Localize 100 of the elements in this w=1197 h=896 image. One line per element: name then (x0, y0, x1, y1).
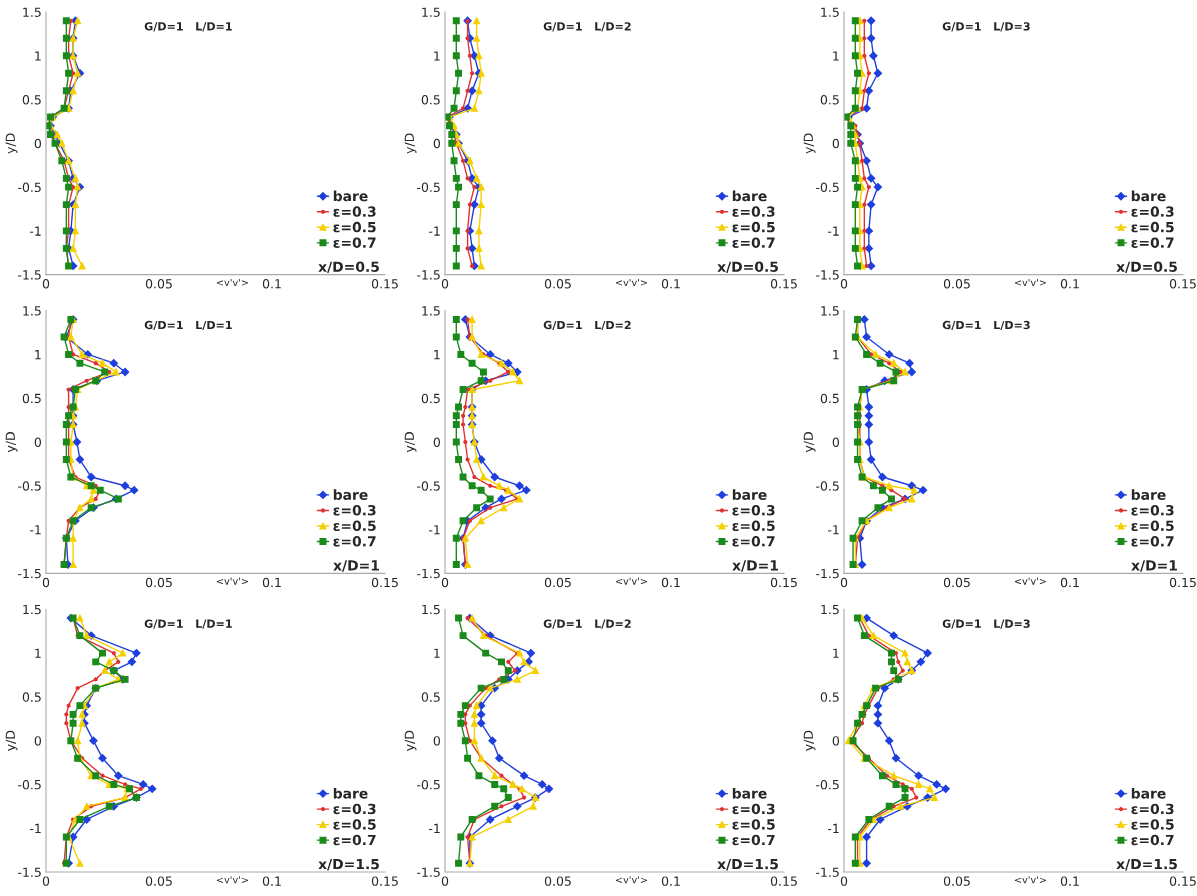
x-tick-label: 0 (42, 577, 50, 588)
legend-label: ε=0.7 (333, 834, 376, 846)
y-tick-label: 1.5 (422, 306, 440, 316)
y-tick-label: -1 (29, 823, 41, 833)
x-tick-label: 0 (441, 577, 449, 588)
x-axis-title: <v'v'> (615, 876, 647, 884)
text: G/D=1 L/D=2 (543, 619, 631, 629)
y-tick-label: -1 (428, 823, 440, 833)
y-tick-label: -1.5 (417, 867, 440, 877)
annotation: x/D=1.5 (318, 858, 379, 871)
y-tick-label: 0.5 (820, 95, 839, 105)
y-tick-label: 0 (832, 437, 839, 447)
legend-label: ε=0.5 (1131, 819, 1174, 830)
legend-label: ε=0.3 (1131, 504, 1174, 516)
legend-label: ε=0.7 (732, 536, 775, 547)
x-tick-label: 0.1 (1060, 577, 1079, 588)
text: G/D=1 L/D=1 (144, 22, 232, 32)
y-tick-label: 1.5 (821, 306, 839, 316)
legend-label: ε=0.5 (1131, 520, 1174, 532)
x-tick-label: 0.15 (770, 876, 797, 886)
x-tick-label: 0.05 (943, 876, 970, 886)
legend-label: bare (1131, 787, 1166, 799)
y-axis-title: y/D (803, 133, 816, 154)
legend-label: ε=0.3 (1131, 206, 1174, 217)
y-tick-label: -0.5 (417, 182, 440, 193)
y-axis-title: y/D (803, 432, 816, 453)
legend-label: bare (1131, 489, 1166, 500)
y-tick-label: 1.5 (23, 604, 41, 615)
y-tick-label: -1 (827, 525, 839, 535)
y-tick-label: -1 (428, 525, 440, 535)
y-tick-label: -1.5 (417, 568, 440, 579)
y-tick-label: -1.5 (18, 270, 41, 280)
text: G/D=1 L/D=1 (144, 619, 232, 629)
legend-label: bare (333, 489, 368, 500)
annotation: x/D=1 (1131, 560, 1177, 572)
x-axis-title: <v'v'> (216, 278, 248, 286)
y-tick-label: -1.5 (816, 568, 839, 579)
y-tick-label: -0.5 (18, 481, 41, 491)
annotation: x/D=0.5 (318, 261, 379, 274)
y-axis-title: y/D (5, 432, 18, 453)
x-tick-label: 0.05 (145, 279, 172, 289)
y-tick-label: 1 (833, 648, 839, 658)
y-tick-label: 1 (434, 51, 440, 61)
legend-label: ε=0.5 (333, 221, 376, 233)
legend-label: ε=0.5 (333, 520, 376, 532)
y-tick-label: -1.5 (18, 867, 41, 877)
annotation: x/D=0.5 (1116, 261, 1177, 274)
legend-label: ε=0.5 (333, 819, 376, 830)
y-tick-label: -1.5 (18, 568, 41, 579)
x-axis-title: <v'v'> (615, 278, 647, 286)
y-tick-label: 0.5 (22, 393, 41, 404)
legend-label: ε=0.3 (732, 504, 775, 516)
y-tick-label: 1.5 (23, 306, 41, 316)
y-tick-label: 1 (35, 51, 41, 61)
y-tick-label: -1 (29, 226, 41, 236)
x-axis-title: <v'v'> (1014, 278, 1046, 286)
y-tick-label: -0.5 (18, 182, 41, 193)
y-tick-label: 0 (34, 138, 41, 149)
y-tick-label: -1.5 (417, 270, 440, 280)
y-axis-title: y/D (5, 133, 18, 154)
y-tick-label: -1 (428, 226, 440, 236)
annotation: x/D=1 (333, 560, 379, 572)
y-tick-label: -0.5 (816, 182, 839, 193)
legend-label: ε=0.5 (732, 819, 775, 830)
x-tick-label: 0.1 (262, 577, 281, 588)
y-tick-label: 1.5 (422, 7, 440, 17)
y-tick-label: 1 (833, 51, 839, 61)
legend-label: ε=0.5 (732, 221, 775, 233)
annotation: x/D=1.5 (717, 858, 778, 871)
y-tick-label: 0 (832, 736, 839, 746)
x-tick-label: 0.05 (145, 876, 172, 886)
y-tick-label: 1 (35, 648, 41, 658)
x-tick-label: 0.15 (371, 279, 398, 289)
y-tick-label: 0.5 (22, 692, 41, 702)
x-tick-label: 0.05 (145, 577, 172, 588)
y-tick-label: 1 (434, 350, 440, 360)
x-tick-label: 0.15 (770, 279, 797, 289)
annotation: x/D=1 (732, 560, 778, 572)
x-tick-label: 0.1 (661, 876, 680, 886)
y-tick-label: 0.5 (421, 393, 440, 404)
x-tick-label: 0.05 (544, 279, 571, 289)
x-tick-label: 0 (441, 876, 449, 886)
x-tick-label: 0.05 (943, 279, 970, 289)
y-axis-title: y/D (404, 432, 417, 453)
text: G/D=1 L/D=2 (543, 320, 631, 331)
legend-label: ε=0.3 (732, 206, 775, 217)
y-tick-label: 1.5 (821, 604, 839, 615)
x-tick-label: 0 (840, 876, 848, 886)
legend-label: ε=0.3 (333, 803, 376, 815)
y-tick-label: 1 (833, 350, 839, 360)
y-tick-label: 0.5 (820, 393, 839, 404)
x-tick-label: 0 (42, 876, 50, 886)
text: G/D=1 L/D=3 (942, 22, 1030, 32)
x-tick-label: 0.05 (943, 577, 970, 588)
legend-label: bare (333, 190, 368, 202)
y-tick-label: 0 (433, 736, 440, 746)
y-tick-label: -0.5 (417, 779, 440, 790)
text: G/D=1 L/D=2 (543, 22, 631, 32)
legend-label: bare (732, 787, 767, 799)
y-tick-label: 0.5 (421, 692, 440, 702)
